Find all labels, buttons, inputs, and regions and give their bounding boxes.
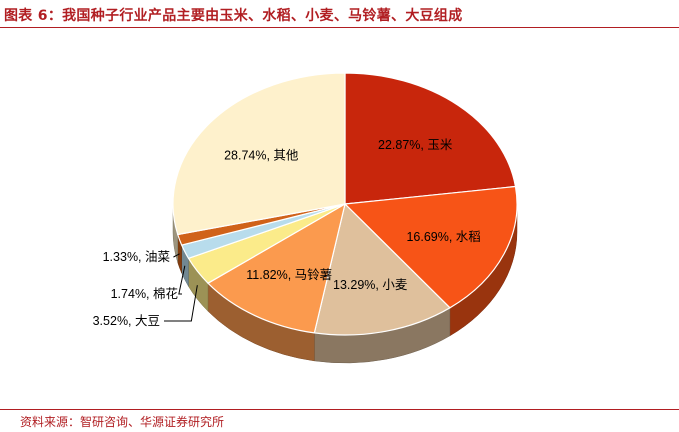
source-note: 资料来源：智研咨询、华源证券研究所 xyxy=(20,415,225,429)
slice-label-5: 3.52%, 大豆 xyxy=(93,314,160,328)
slice-label-1: 22.87%, 玉米 xyxy=(378,138,453,152)
slice-label-3: 13.29%, 小麦 xyxy=(333,278,408,292)
slice-1 xyxy=(344,72,517,205)
slice-4 xyxy=(207,203,346,334)
title-rule xyxy=(0,27,679,28)
figure-title: 图表 6：我国种子行业产品主要由玉米、水稻、小麦、马铃薯、大豆组成 xyxy=(4,8,463,24)
slice-label-8: 28.74%, 其他 xyxy=(224,149,299,163)
slice-label-7: 1.33%, 油菜 xyxy=(103,250,171,264)
slice-label-6: 1.74%, 棉花 xyxy=(111,286,178,301)
leader-line-5 xyxy=(164,285,198,322)
leader-line-7 xyxy=(173,253,180,258)
slice-3 xyxy=(313,203,451,336)
source-rule xyxy=(0,409,679,410)
slice-2 xyxy=(344,185,518,309)
leader-line-6 xyxy=(178,265,186,295)
slice-label-4: 11.82%, 马铃薯 xyxy=(246,267,332,282)
slice-label-2: 16.69%, 水稻 xyxy=(406,230,480,244)
slice-8 xyxy=(172,72,346,236)
pie-top-faces xyxy=(172,72,518,336)
pie-side-walls xyxy=(172,203,518,364)
